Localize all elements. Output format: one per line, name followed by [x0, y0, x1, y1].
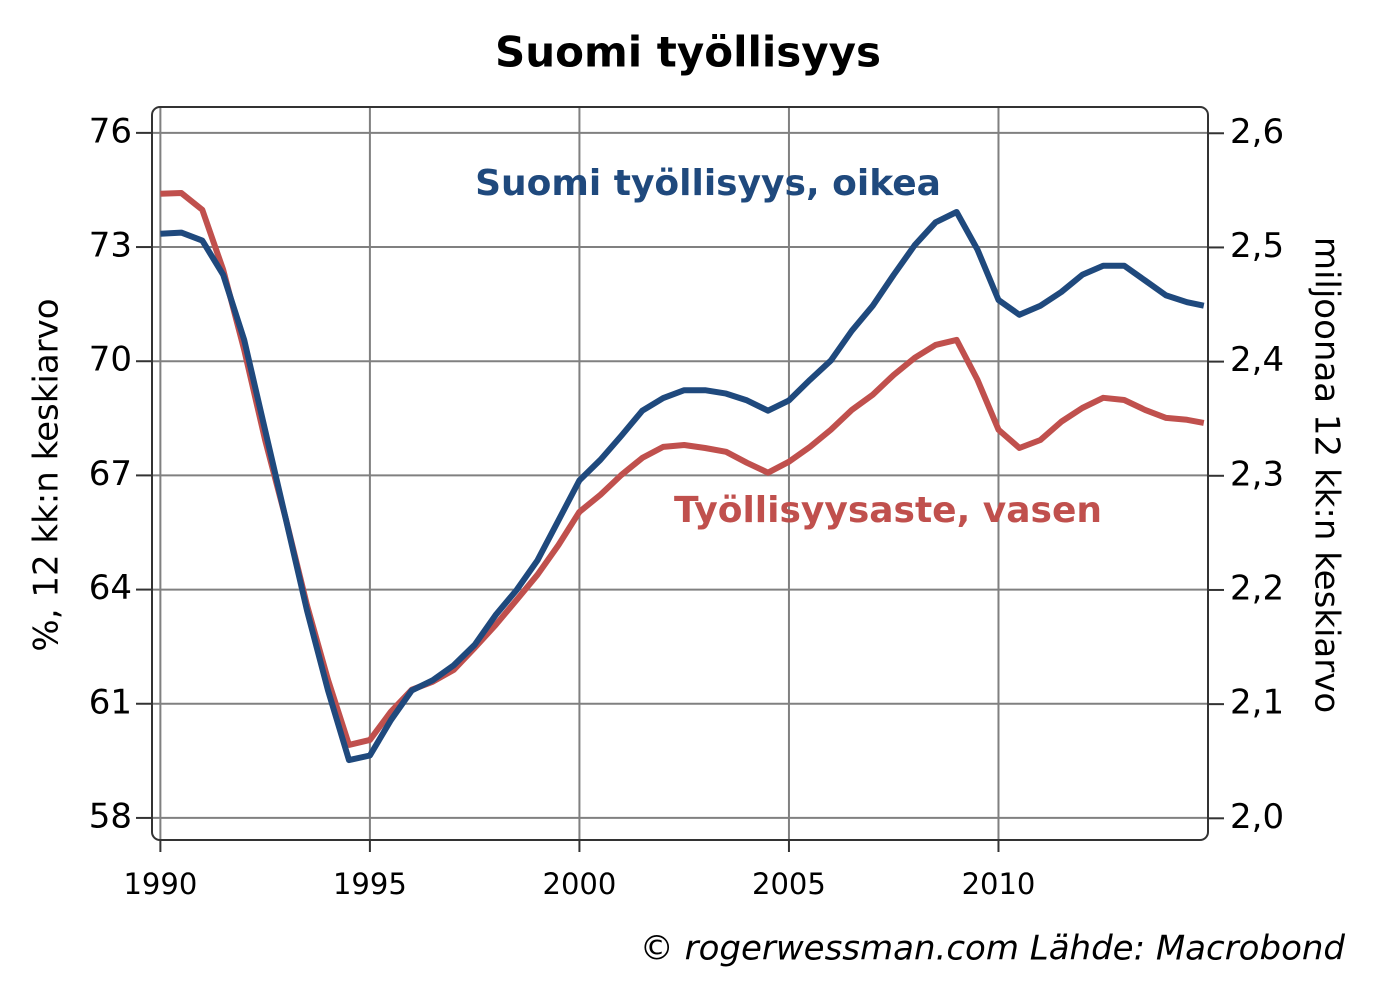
y2-axis-label: miljoonaa 12 kk:n keskiarvo [1307, 237, 1347, 713]
y2-tick-label: 2,4 [1230, 340, 1284, 380]
x-tick-label: 2000 [543, 867, 617, 901]
y-tick-label: 73 [89, 226, 132, 266]
y2-tick-label: 2,5 [1230, 226, 1284, 266]
y-tick-label: 64 [89, 568, 132, 608]
y-tick-label: 70 [89, 340, 132, 380]
series-label: Suomi työllisyys, oikea [475, 163, 941, 204]
y-tick-label: 58 [89, 796, 132, 836]
x-tick-label: 2005 [752, 867, 826, 901]
y-axis-label: %, 12 kk:n keskiarvo [27, 298, 67, 651]
data-line [160, 209, 1205, 764]
x-tick-label: 1995 [333, 867, 407, 901]
y2-tick-label: 2,0 [1230, 797, 1284, 837]
data-line [160, 190, 1205, 748]
y2-tick-label: 2,6 [1230, 112, 1284, 152]
source-note: © rogerwessman.com Lähde: Macrobond [640, 929, 1346, 969]
y2-tick-label: 2,3 [1230, 454, 1284, 494]
y2-tick-label: 2,2 [1230, 568, 1284, 608]
chart-title: Suomi työllisyys [495, 28, 881, 77]
y-tick-label: 67 [89, 454, 132, 494]
y-tick-label: 76 [89, 111, 132, 151]
y-tick-label: 61 [89, 682, 132, 722]
plot-frame [151, 106, 1209, 841]
series-label: Työllisyysaste, vasen [674, 490, 1102, 531]
x-tick-label: 2010 [962, 867, 1036, 901]
y2-tick-label: 2,1 [1230, 683, 1284, 723]
x-tick-label: 1990 [123, 867, 197, 901]
